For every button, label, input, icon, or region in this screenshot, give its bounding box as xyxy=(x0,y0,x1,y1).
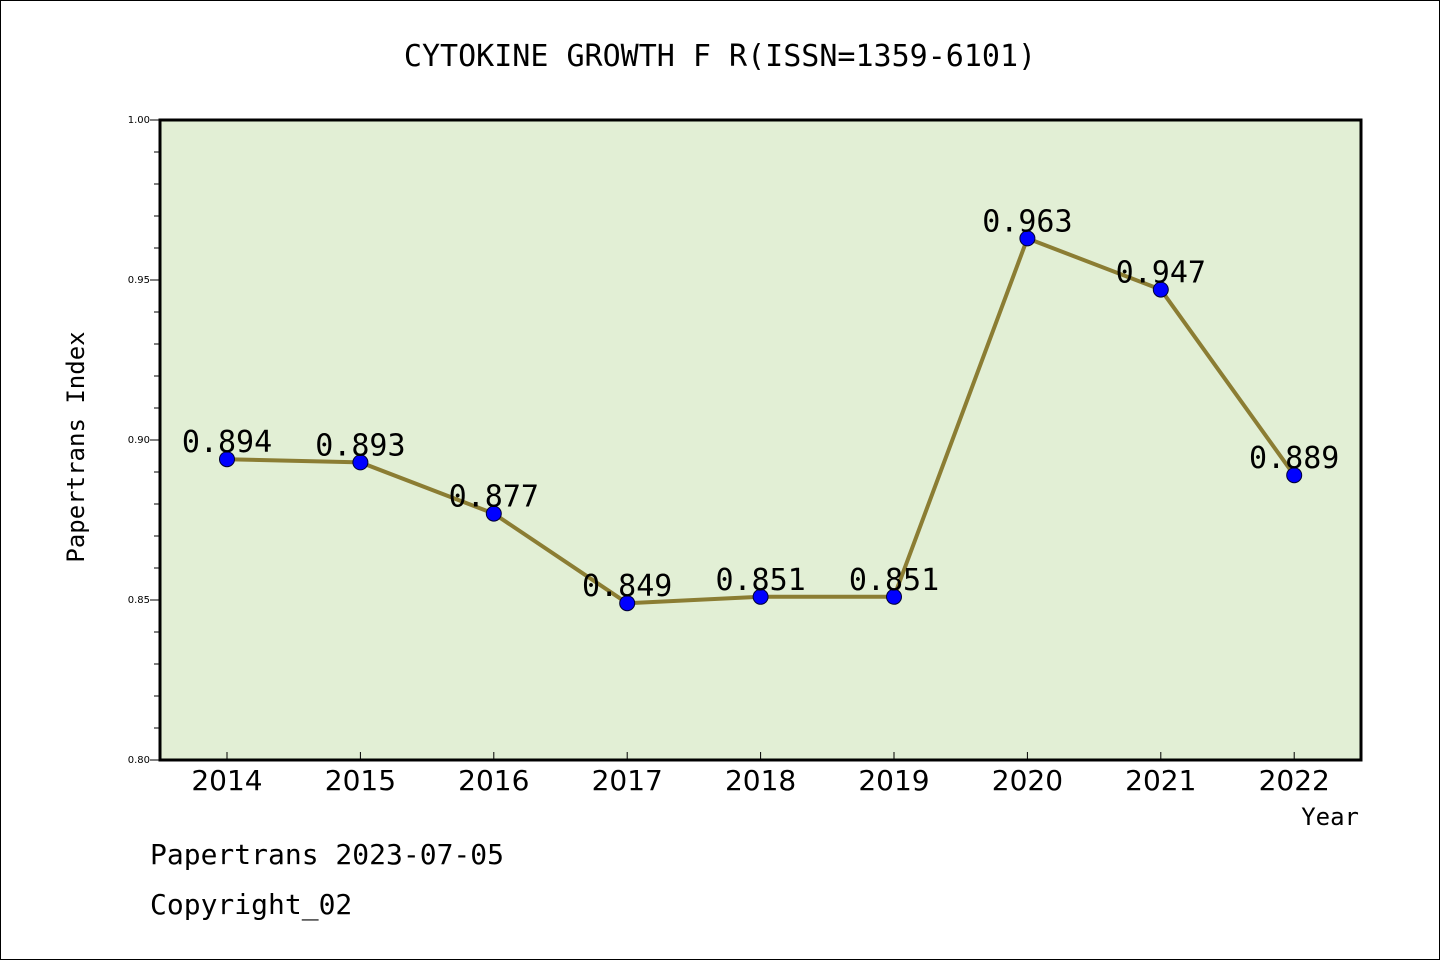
data-point xyxy=(1152,281,1169,298)
x-tick-label: 2016 xyxy=(458,764,529,797)
y-axis-label: Papertrans Index xyxy=(62,331,90,562)
data-point xyxy=(352,454,369,471)
data-point xyxy=(1286,467,1303,484)
footer-copyright: Copyright_02 xyxy=(150,888,352,922)
x-tick-label: 2014 xyxy=(191,764,262,797)
data-label: 0.889 xyxy=(1249,441,1339,476)
series: 0.894 0.893 0.877 0.849 0.851 0.851 0.963 0.947… xyxy=(182,204,1339,612)
data-point xyxy=(1019,230,1036,247)
data-point xyxy=(485,505,502,522)
x-tick-label: 2018 xyxy=(725,764,796,797)
data-label: 0.893 xyxy=(315,428,405,463)
x-tick-label: 2017 xyxy=(592,764,663,797)
data-label: 0.894 xyxy=(182,425,272,460)
footer-date: Papertrans 2023-07-05 xyxy=(150,838,504,871)
data-label: 0.851 xyxy=(715,563,805,598)
plot-area xyxy=(160,120,1361,760)
y-tick-label: 0.85 xyxy=(128,595,150,606)
data-label: 0.963 xyxy=(982,204,1072,239)
data-label: 0.849 xyxy=(582,569,672,604)
data-label: 0.877 xyxy=(449,480,539,515)
data-label: 0.851 xyxy=(849,563,939,598)
data-point xyxy=(219,451,235,468)
x-tick-label: 2020 xyxy=(992,764,1063,797)
y-axis: 0.80 0.85 0.90 0.95 1.00 xyxy=(128,115,160,766)
plot-border xyxy=(158,118,1363,762)
data-point xyxy=(752,588,769,605)
y-tick-label: 0.95 xyxy=(128,275,150,286)
y-tick-label: 0.90 xyxy=(128,435,150,446)
x-tick-label: 2021 xyxy=(1125,764,1196,797)
x-tick-label: 2019 xyxy=(858,764,929,797)
chart-title: CYTOKINE GROWTH F R(ISSN=1359-6101) xyxy=(404,39,1036,74)
y-tick-label: 0.80 xyxy=(128,755,150,766)
data-label: 0.947 xyxy=(1116,256,1206,291)
x-axis-label: Year xyxy=(1301,803,1359,831)
y-tick-label: 1.00 xyxy=(128,115,150,126)
data-point xyxy=(886,588,902,605)
x-tick-label: 2015 xyxy=(325,764,396,797)
x-tick-label: 2022 xyxy=(1259,764,1330,797)
data-point xyxy=(619,595,636,612)
x-axis: 2014 2015 2016 2017 2018 2019 2020 2021 2022 xyxy=(191,752,1330,797)
